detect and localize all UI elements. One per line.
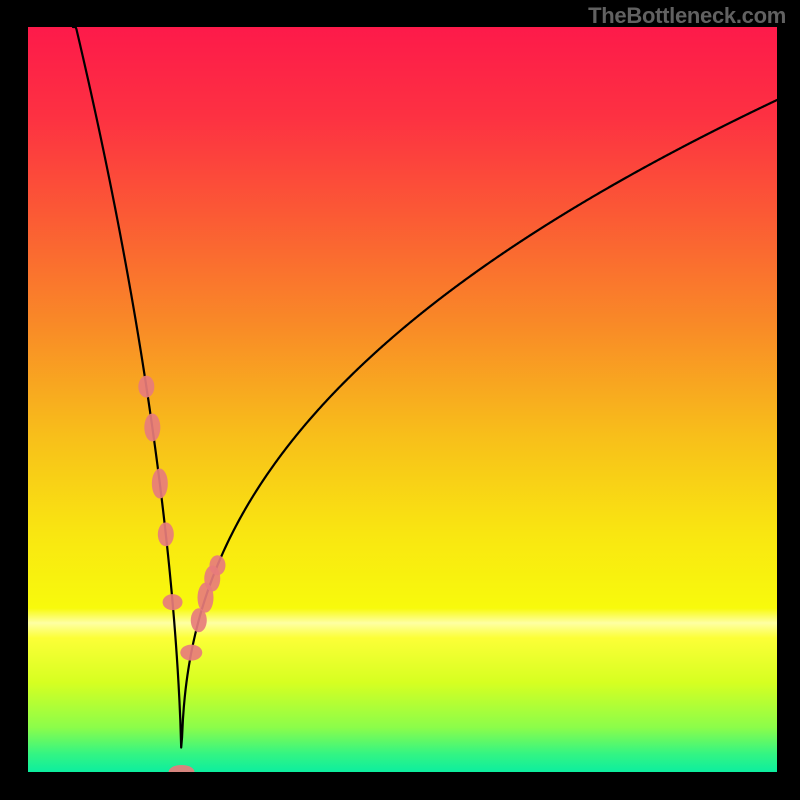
curve-marker: [163, 594, 183, 610]
curve-marker: [158, 522, 174, 546]
gradient-background: [28, 27, 777, 772]
bottleneck-chart: [28, 27, 777, 772]
curve-marker: [152, 469, 168, 499]
chart-container: TheBottleneck.com: [0, 0, 800, 800]
curve-marker: [180, 645, 202, 661]
watermark-text: TheBottleneck.com: [588, 3, 786, 29]
curve-marker: [138, 376, 154, 398]
curve-marker: [210, 555, 226, 575]
curve-marker: [144, 413, 160, 441]
